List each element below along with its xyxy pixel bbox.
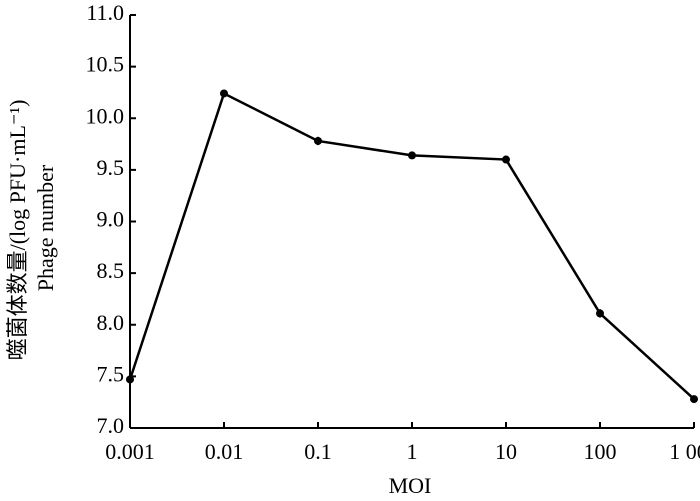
x-tick-label: 10 xyxy=(495,439,517,464)
series-line xyxy=(128,91,695,401)
y-tick-label: 11.0 xyxy=(86,0,124,25)
y-axis-label: Phage number xyxy=(33,164,58,291)
point xyxy=(408,151,416,160)
y-tick-label: 8.5 xyxy=(97,258,125,283)
point xyxy=(690,395,698,404)
point xyxy=(220,89,228,98)
x-tick-label: 0.01 xyxy=(205,439,244,464)
point xyxy=(126,375,134,384)
x-tick-label: 0.1 xyxy=(304,439,332,464)
y-tick-label: 7.0 xyxy=(97,413,125,438)
x-tick-label: 1 xyxy=(407,439,418,464)
point xyxy=(314,136,322,145)
y-axis-label: 噬菌体数量/(log PFU·mL⁻¹) xyxy=(5,100,30,361)
y-tick-label: 10.5 xyxy=(86,52,125,77)
y-tick-label: 9.0 xyxy=(97,207,125,232)
x-tick-label: 100 xyxy=(584,439,617,464)
x-tick-label: 1 000 xyxy=(669,439,700,464)
y-tick-label: 10.0 xyxy=(86,103,125,128)
x-tick-label: 0.001 xyxy=(105,439,155,464)
y-tick-label: 7.5 xyxy=(97,361,125,386)
x-axis-label: MOI xyxy=(389,473,432,498)
y-tick-label: 8.0 xyxy=(97,310,125,335)
point xyxy=(502,155,510,164)
point xyxy=(596,309,604,318)
y-tick-label: 9.5 xyxy=(97,155,125,180)
